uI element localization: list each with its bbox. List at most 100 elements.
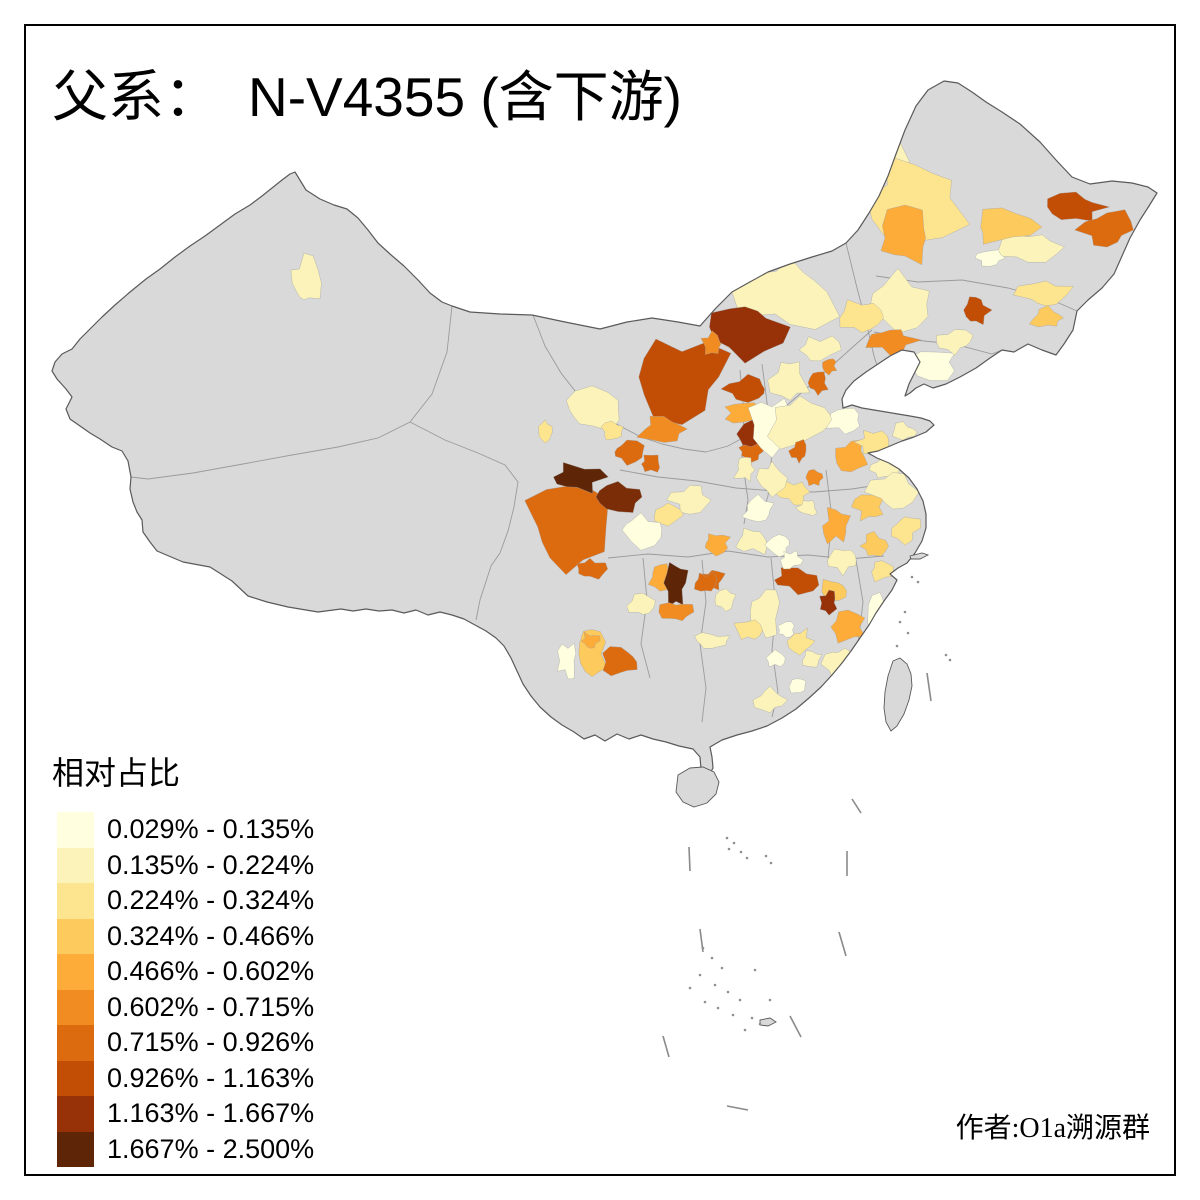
prefecture-region bbox=[1013, 280, 1075, 307]
map-regions-layer bbox=[130, 82, 1134, 723]
small-island-dot bbox=[916, 580, 920, 584]
legend-rows: 0.029% - 0.135% 0.135% - 0.224% 0.224% - 0… bbox=[52, 812, 314, 1167]
prefecture-region bbox=[786, 627, 816, 656]
plot-frame-border bbox=[24, 24, 1176, 1176]
prefecture-region bbox=[779, 550, 804, 570]
prefecture-region bbox=[1028, 305, 1064, 328]
small-island-dot bbox=[753, 968, 757, 972]
prefecture-region bbox=[798, 335, 842, 362]
small-island-dot bbox=[710, 956, 714, 960]
small-island-dot bbox=[713, 983, 717, 987]
prefecture-region bbox=[890, 516, 922, 546]
small-island-dot bbox=[750, 1016, 754, 1020]
taiwan-island bbox=[883, 657, 913, 732]
prefecture-region bbox=[827, 548, 857, 577]
small-island-dot bbox=[743, 1028, 747, 1032]
prefecture-region bbox=[767, 361, 811, 401]
small-island-dot bbox=[731, 1013, 735, 1017]
prefecture-region bbox=[580, 631, 601, 649]
prefecture-region bbox=[871, 560, 894, 583]
prefecture-region bbox=[741, 494, 775, 522]
small-island-dot bbox=[769, 861, 773, 865]
legend-class-label: 0.466% - 0.602% bbox=[107, 956, 315, 987]
legend-row: 0.926% - 1.163% bbox=[57, 1060, 314, 1096]
nine-dash-line-segment bbox=[789, 1015, 802, 1038]
small-island-dot bbox=[739, 850, 743, 854]
legend-color-swatch bbox=[57, 883, 94, 919]
prefecture-region bbox=[819, 589, 838, 616]
prefecture-region bbox=[694, 571, 718, 592]
prefecture-region bbox=[602, 646, 638, 677]
prefecture-region bbox=[553, 462, 609, 494]
small-island-dot bbox=[727, 847, 731, 851]
legend-row: 0.029% - 0.135% bbox=[57, 812, 314, 848]
small-island-dot bbox=[720, 966, 724, 970]
small-island-dot bbox=[745, 856, 749, 860]
small-island-dot bbox=[738, 998, 742, 1002]
prefecture-region bbox=[891, 421, 918, 441]
small-island-dot bbox=[698, 973, 702, 977]
small-island-dot bbox=[725, 836, 729, 840]
small-island-dot bbox=[944, 653, 948, 657]
prefecture-region bbox=[963, 296, 993, 326]
nine-dash-line-segment bbox=[926, 672, 932, 702]
prefecture-region bbox=[750, 589, 780, 639]
prefecture-region bbox=[290, 252, 322, 301]
prefecture-region bbox=[709, 306, 791, 364]
legend-color-swatch bbox=[57, 1060, 94, 1096]
prefecture-region bbox=[556, 642, 577, 680]
prefecture-region bbox=[777, 621, 795, 638]
prefecture-region bbox=[936, 329, 974, 356]
legend-color-swatch bbox=[57, 918, 94, 954]
nine-dash-line-segment bbox=[838, 931, 847, 957]
small-island-dot bbox=[726, 990, 730, 994]
prefecture-region bbox=[614, 439, 645, 466]
nine-dash-line-segment bbox=[688, 846, 691, 872]
legend-row: 0.466% - 0.602% bbox=[57, 954, 314, 990]
prefecture-region bbox=[720, 373, 765, 403]
legend-title: 相对占比 bbox=[52, 755, 181, 791]
prefecture-region bbox=[822, 506, 851, 545]
province-border-line bbox=[619, 469, 885, 493]
prefecture-region bbox=[735, 527, 768, 555]
national-border bbox=[51, 80, 1158, 780]
prefecture-region bbox=[765, 649, 786, 668]
small-island-dot bbox=[948, 658, 952, 662]
legend-color-swatch bbox=[57, 1096, 94, 1132]
province-border-line bbox=[130, 305, 453, 480]
nine-dash-line-segment bbox=[726, 1105, 749, 1111]
legend-color-swatch bbox=[57, 847, 94, 883]
legend-class-label: 0.029% - 0.135% bbox=[107, 814, 315, 845]
prefecture-region bbox=[538, 419, 553, 444]
prefecture-region bbox=[733, 619, 763, 640]
small-island-dot bbox=[701, 946, 705, 950]
legend-color-swatch bbox=[57, 954, 94, 990]
prefecture-region bbox=[995, 233, 1065, 263]
prefecture-region bbox=[626, 592, 656, 615]
small-island-dot bbox=[895, 644, 899, 648]
small-island-dot bbox=[910, 575, 914, 579]
prefecture-region bbox=[1074, 209, 1134, 248]
province-border-line bbox=[409, 421, 519, 621]
legend-class-label: 0.135% - 0.224% bbox=[107, 849, 315, 880]
prefecture-region bbox=[756, 460, 788, 498]
legend-color-swatch bbox=[57, 812, 94, 848]
legend-color-swatch bbox=[57, 989, 94, 1025]
prefecture-region bbox=[788, 439, 807, 464]
legend-row: 0.224% - 0.324% bbox=[57, 883, 314, 919]
legend-row: 1.667% - 2.500% bbox=[57, 1131, 314, 1167]
prefecture-region bbox=[658, 602, 695, 622]
prefecture-region bbox=[732, 456, 756, 483]
prefecture-region bbox=[830, 609, 866, 644]
chongming-island bbox=[909, 552, 930, 560]
prefecture-region bbox=[774, 567, 820, 596]
prefecture-region bbox=[801, 650, 823, 668]
legend-row: 0.602% - 0.715% bbox=[57, 989, 314, 1025]
prefecture-region bbox=[766, 395, 835, 450]
province-border-line bbox=[705, 329, 873, 453]
prefecture-region bbox=[666, 484, 712, 515]
prefecture-region bbox=[641, 454, 660, 473]
title-prefix: 父系： bbox=[52, 67, 220, 129]
small-island-dot bbox=[906, 631, 910, 635]
